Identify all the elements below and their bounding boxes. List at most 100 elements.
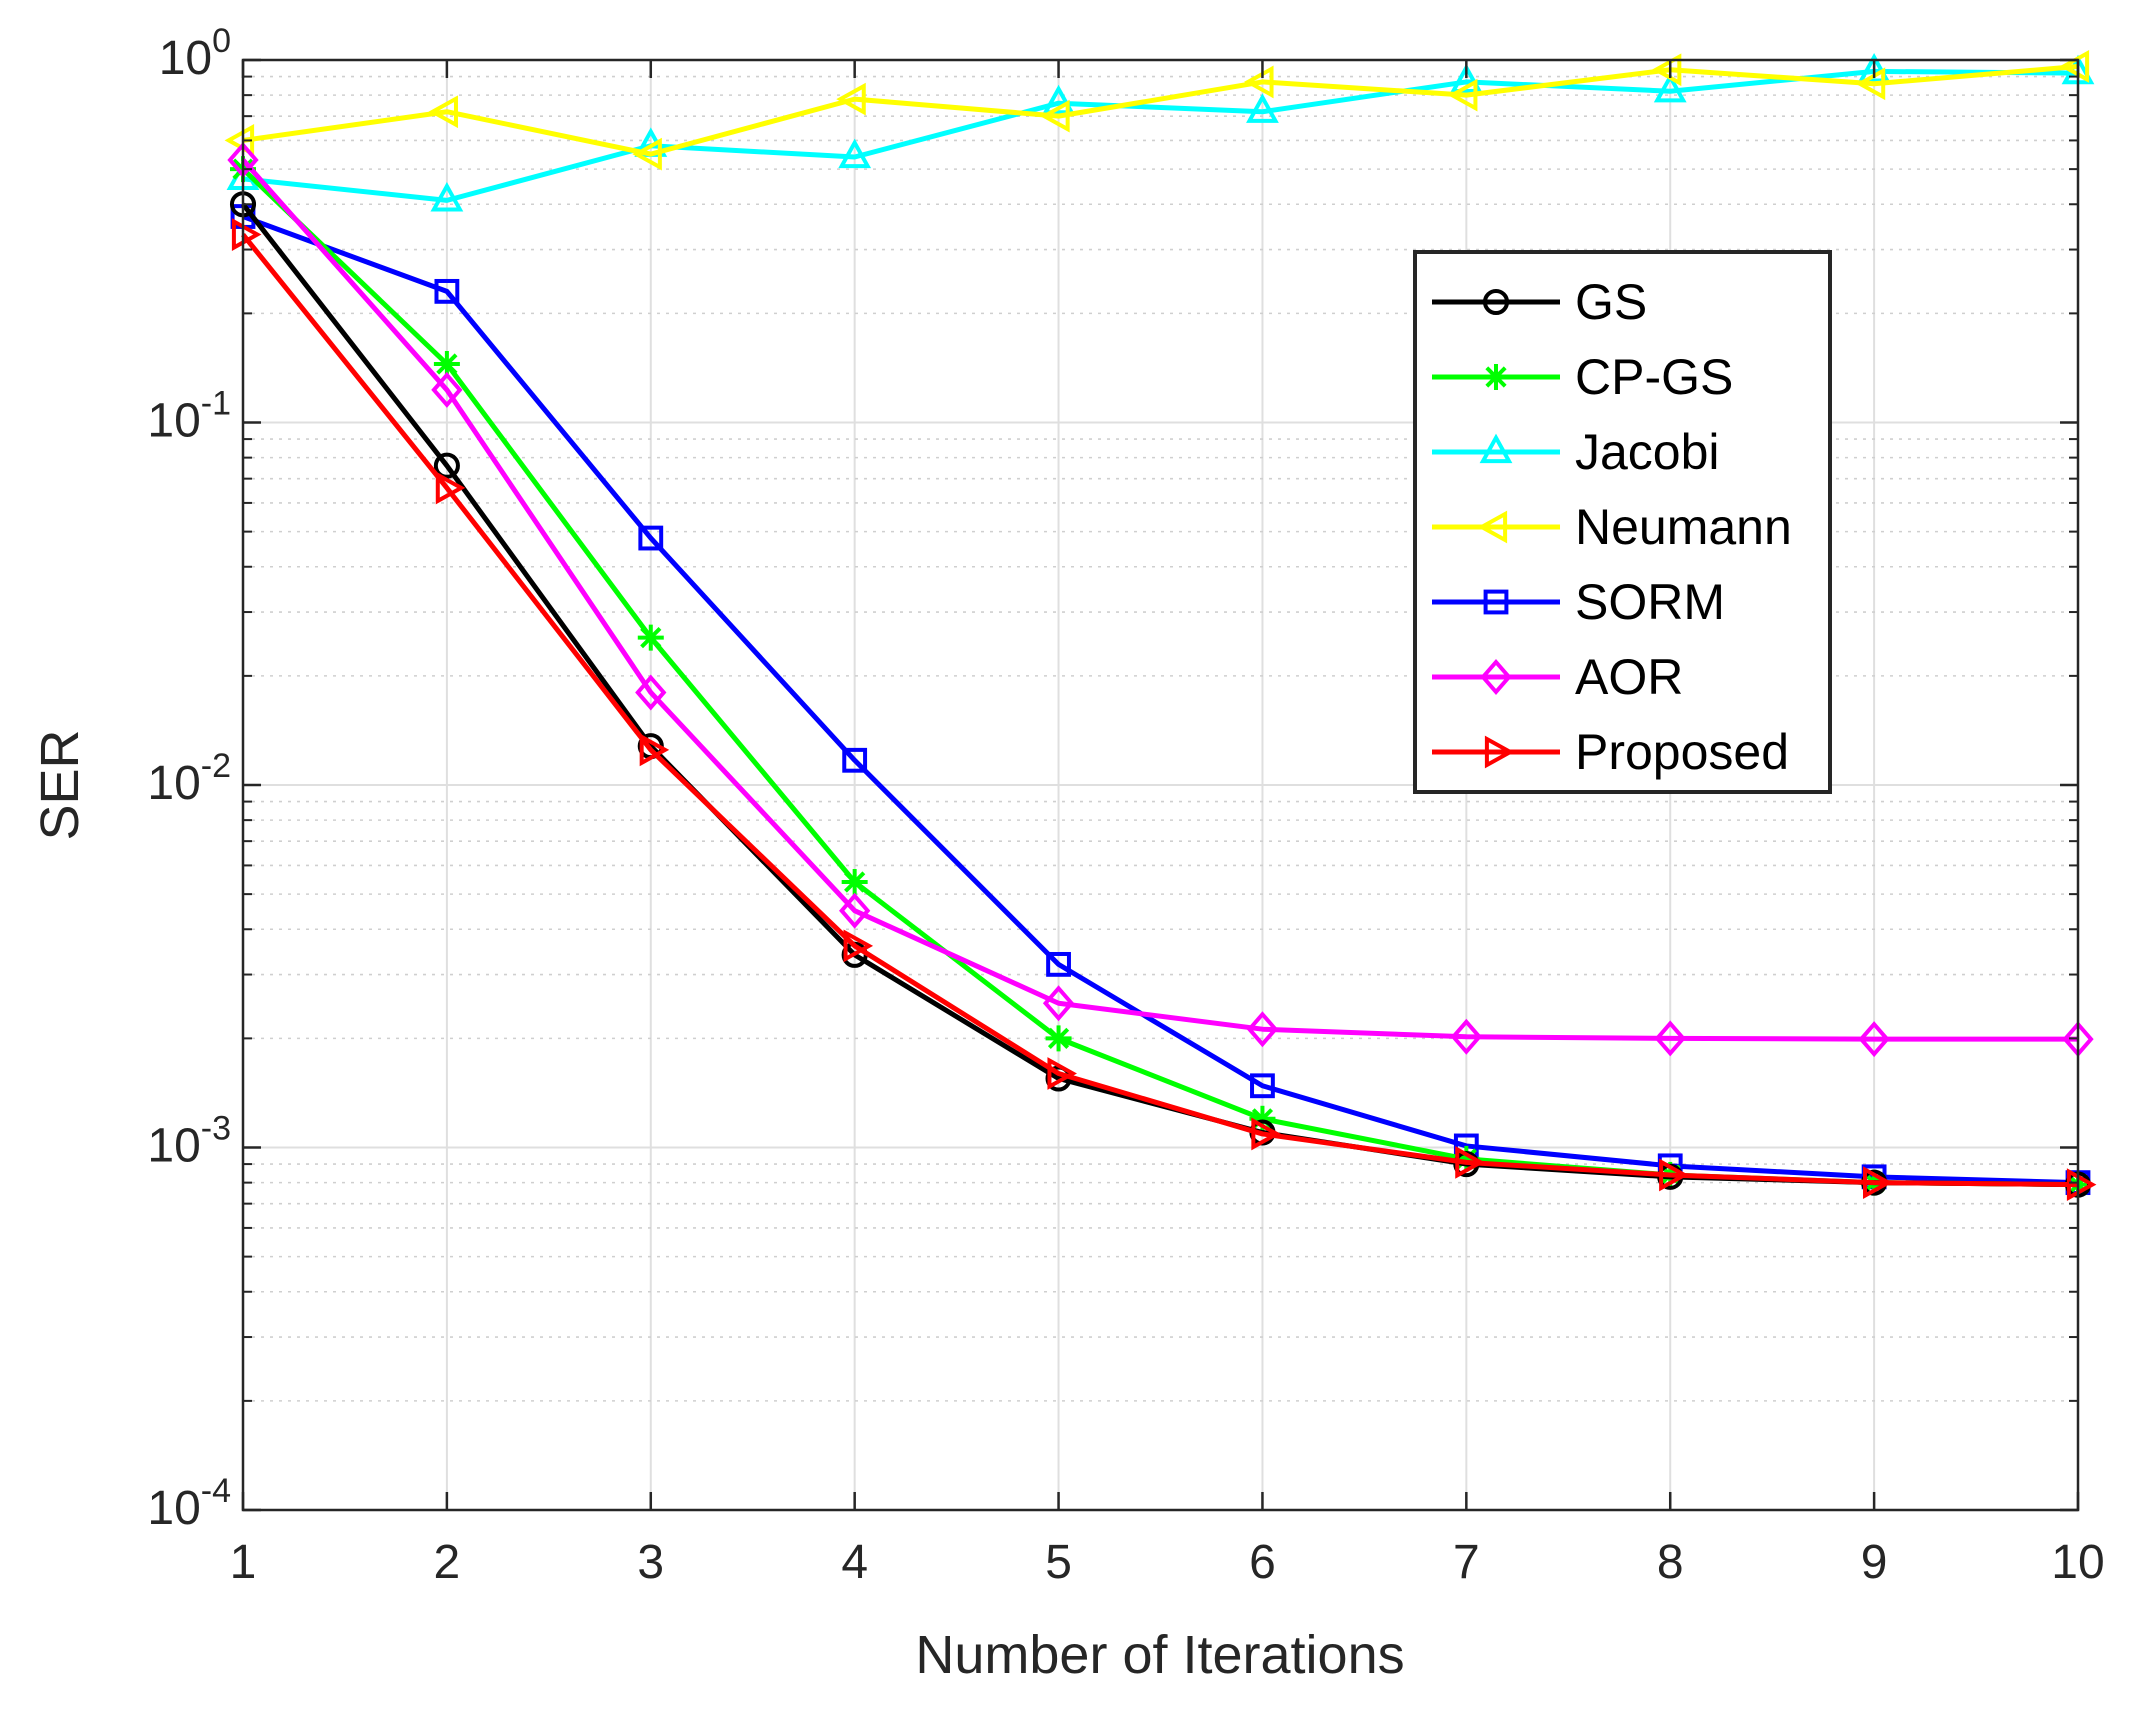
asterisk-stroke — [1485, 366, 1507, 388]
legend-label: CP-GS — [1575, 349, 1733, 405]
data-point-jacobi — [1042, 84, 1075, 115]
data-point-sorm — [1250, 1073, 1275, 1099]
data-point-jacobi — [838, 138, 872, 169]
series — [224, 50, 2097, 1202]
legend-marker — [1479, 433, 1513, 464]
series-line-jacobi — [242, 68, 2079, 203]
x-tick-label: 8 — [1657, 1536, 1684, 1589]
legend-marker — [1477, 510, 1508, 544]
y-tick-exponent: -3 — [201, 1110, 231, 1148]
y-tick-base: 10 — [147, 1482, 200, 1535]
data-point-proposed — [231, 218, 262, 251]
x-axis-label: Number of Iterations — [915, 1625, 1404, 1685]
y-tick-exponent: -2 — [201, 747, 231, 785]
data-point-jacobi — [1653, 72, 1687, 103]
data-point-sorm — [638, 525, 664, 551]
legend-label: Neumann — [1575, 499, 1792, 555]
legend-entry-sorm: SORM — [1432, 574, 1725, 630]
data-point-gs — [433, 452, 460, 479]
data-point-proposed — [843, 929, 874, 963]
asterisk-stroke — [844, 871, 866, 893]
data-point-neumann — [836, 82, 866, 116]
data-point-proposed — [2066, 1168, 2097, 1202]
data-point-neumann — [1447, 78, 1478, 112]
x-tick-label: 6 — [1249, 1536, 1276, 1589]
data-point-neumann — [632, 137, 662, 171]
x-tick-label: 1 — [230, 1536, 257, 1589]
axis-ticks — [241, 58, 2080, 1512]
data-point-proposed — [1659, 1158, 1689, 1192]
series-line-sorm — [242, 214, 2079, 1186]
series-line-neumann — [242, 63, 2079, 157]
y-axis-label: SER — [30, 729, 90, 840]
legend-label: GS — [1575, 274, 1647, 330]
data-point-jacobi — [430, 181, 464, 212]
legend-label: Proposed — [1575, 724, 1789, 780]
y-tick-exponent: -4 — [201, 1472, 231, 1510]
series-line-proposed — [241, 232, 2079, 1188]
data-point-neumann — [1244, 65, 1274, 99]
y-tick-exponent: -1 — [201, 385, 231, 423]
data-point-proposed — [639, 733, 670, 767]
data-point-aor — [635, 674, 667, 711]
y-tick-label: 10-1 — [147, 385, 231, 448]
y-tick-label: 10-4 — [147, 1472, 231, 1535]
y-tick-base: 10 — [147, 757, 200, 810]
x-tick-label: 9 — [1861, 1536, 1888, 1589]
data-point-proposed — [1863, 1166, 1893, 1200]
data-point-neumann — [1651, 53, 1682, 87]
legend-entry-proposed: Proposed — [1432, 724, 1789, 780]
data-point-proposed — [1455, 1145, 1485, 1179]
legend-marker — [1480, 659, 1512, 695]
y-tick-label: 100 — [159, 22, 231, 85]
data-point-cp-gs — [1045, 1025, 1072, 1052]
asterisk-stroke — [436, 353, 458, 375]
y-tick-label: 10-2 — [147, 747, 231, 810]
legend-label: AOR — [1575, 649, 1683, 705]
data-point-sorm — [842, 747, 868, 773]
data-point-aor — [839, 892, 871, 929]
x-tick-label: 10 — [2051, 1536, 2104, 1589]
legend-box — [1413, 250, 1832, 794]
series-proposed — [231, 218, 2097, 1202]
x-tick-labels: 1 2 3 4 5 6 7 8 9 10 — [230, 1536, 2105, 1589]
legend-entry-jacobi: Jacobi — [1432, 424, 1720, 480]
data-point-aor — [1858, 1021, 1890, 1058]
data-point-neumann — [428, 95, 458, 129]
data-point-proposed — [1251, 1117, 1281, 1151]
legend: GS CP-GS Jacobi Neumann SORM AOR Proposed — [1413, 250, 1832, 794]
legend-label: Jacobi — [1575, 424, 1720, 480]
legend-entry-aor: AOR — [1432, 649, 1683, 705]
y-tick-label: 10-3 — [147, 1110, 231, 1173]
series-line-aor — [241, 158, 2078, 1042]
x-tick-label: 2 — [434, 1536, 461, 1589]
asterisk-stroke — [1047, 1027, 1070, 1049]
series-neumann — [224, 50, 2090, 171]
legend-entry-neumann: Neumann — [1432, 499, 1792, 555]
legend-marker — [1484, 735, 1515, 769]
data-point-cp-gs — [841, 869, 868, 896]
data-point-cp-gs — [637, 624, 664, 651]
data-point-aor — [1654, 1020, 1686, 1057]
data-point-aor — [1246, 1011, 1279, 1048]
y-tick-base: 10 — [147, 1120, 200, 1173]
x-tick-label: 7 — [1453, 1536, 1480, 1589]
series-aor — [227, 141, 2094, 1058]
legend-marker — [1483, 589, 1509, 615]
legend-marker — [1483, 364, 1509, 390]
data-point-proposed — [435, 471, 466, 505]
x-tick-label: 4 — [841, 1536, 868, 1589]
data-point-jacobi — [1857, 53, 1891, 83]
data-point-aor — [1450, 1018, 1482, 1055]
data-point-aor — [1042, 985, 1075, 1022]
data-point-neumann — [1855, 67, 1886, 101]
legend-label: SORM — [1575, 574, 1725, 630]
data-point-jacobi — [1449, 63, 1483, 94]
data-point-cp-gs — [433, 351, 460, 378]
y-tick-exponent: 0 — [212, 22, 231, 60]
data-point-aor — [431, 371, 463, 408]
legend-marker — [1482, 288, 1510, 316]
